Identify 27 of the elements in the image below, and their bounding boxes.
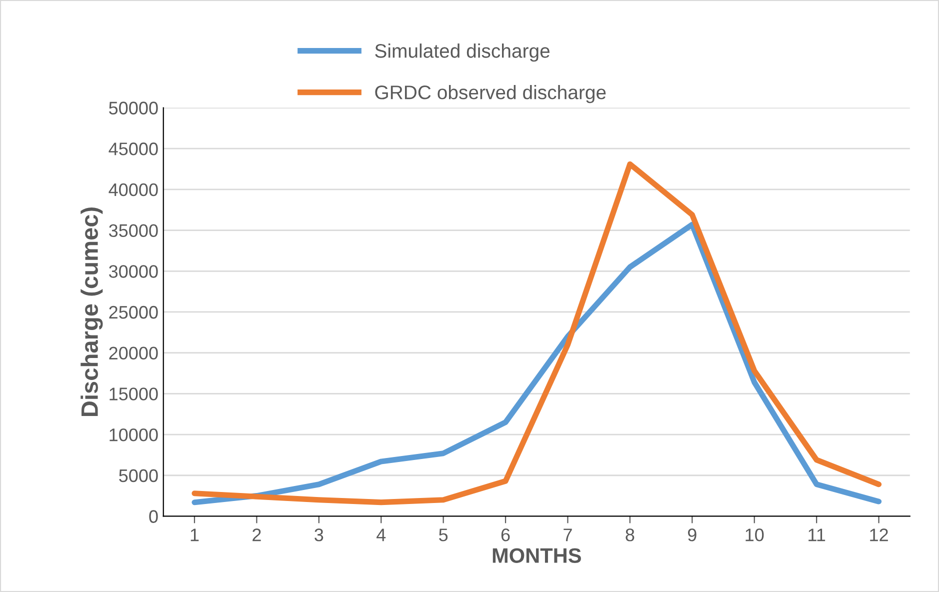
y-axis-title: Discharge (cumec) bbox=[80, 208, 103, 416]
y-tick-label: 0 bbox=[149, 510, 158, 523]
x-tick-label: 1 bbox=[190, 528, 199, 542]
x-tick-label: 2 bbox=[252, 528, 261, 542]
x-tick-label: 9 bbox=[688, 528, 696, 542]
y-tick-label: 35000 bbox=[109, 224, 158, 238]
x-tick-label: 11 bbox=[808, 528, 826, 542]
x-tick-label: 3 bbox=[314, 528, 324, 542]
x-tick-label: 7 bbox=[564, 528, 572, 542]
legend-label: GRDC observed discharge bbox=[375, 85, 606, 104]
y-tick-label: 10000 bbox=[110, 428, 158, 442]
x-tick-label: 8 bbox=[626, 528, 634, 542]
y-tick-label: 15000 bbox=[110, 388, 158, 400]
y-tick-label: 45000 bbox=[108, 142, 158, 156]
x-tick-label: 6 bbox=[501, 528, 510, 542]
y-tick-label: 30000 bbox=[109, 265, 158, 278]
y-tick-label: 40000 bbox=[108, 183, 158, 196]
legend-label: Simulated discharge bbox=[375, 44, 550, 62]
y-tick-label: 20000 bbox=[109, 346, 158, 360]
x-tick-label: 5 bbox=[439, 528, 448, 542]
x-tick-label: 12 bbox=[870, 528, 888, 542]
x-axis-title: MONTHS bbox=[492, 548, 581, 563]
y-tick-label: 50000 bbox=[109, 102, 158, 114]
x-tick-label: 4 bbox=[376, 528, 386, 542]
y-tick-label: 5000 bbox=[119, 469, 158, 482]
y-tick-label: 25000 bbox=[109, 306, 158, 319]
x-tick-label: 10 bbox=[746, 528, 764, 542]
